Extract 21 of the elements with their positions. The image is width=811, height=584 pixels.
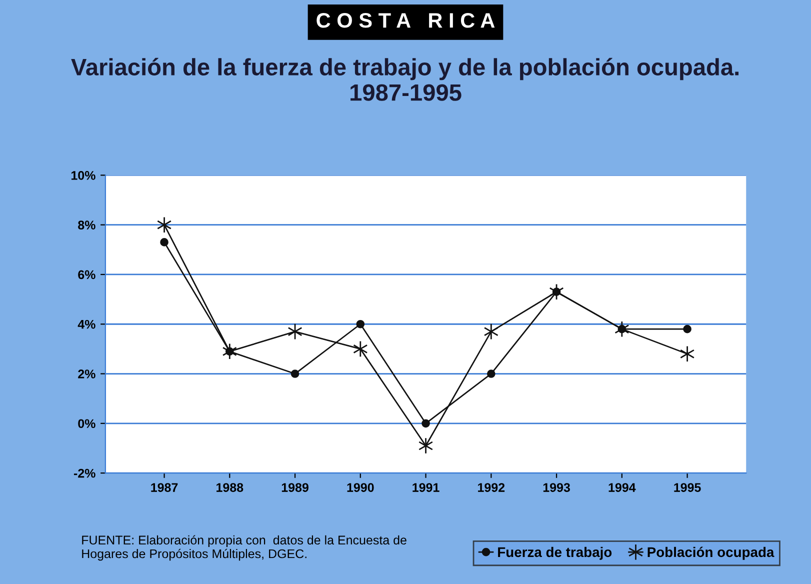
x-tick-label: 1991 [412, 483, 440, 492]
y-tick-label: 8% [78, 220, 96, 230]
legend-label: Fuerza de trabajo [498, 546, 612, 560]
x-tick-label: 1990 [347, 483, 374, 492]
chart-subtitle: Variación de la fuerza de trabajo y de la población ocupada. 1987-1995 [71, 58, 738, 101]
y-tick-label: 10% [71, 171, 96, 180]
y-tick-label: 4% [78, 320, 96, 329]
x-tick-label: 1992 [478, 483, 505, 492]
x-tick-label: 1989 [282, 483, 308, 492]
x-tick-label: 1995 [674, 483, 701, 492]
source-note: FUENTE: Elaboración propia con datos de la Encuesta de Hogares de Propósitos Múltiples, DGEC. [82, 535, 406, 561]
x-tick-label: 1993 [543, 483, 570, 492]
y-tick-label: 0% [78, 419, 96, 428]
x-tick-label: 1994 [608, 483, 636, 492]
chart-title: C O S T A R I C A [316, 13, 495, 28]
y-tick-label: -2% [74, 468, 96, 478]
x-tick-label: 1987 [151, 483, 178, 492]
x-tick-label: 1988 [216, 483, 244, 492]
legend-label: Población ocupada [648, 546, 774, 560]
y-tick-label: 6% [78, 270, 96, 280]
y-tick-label: 2% [78, 370, 96, 378]
